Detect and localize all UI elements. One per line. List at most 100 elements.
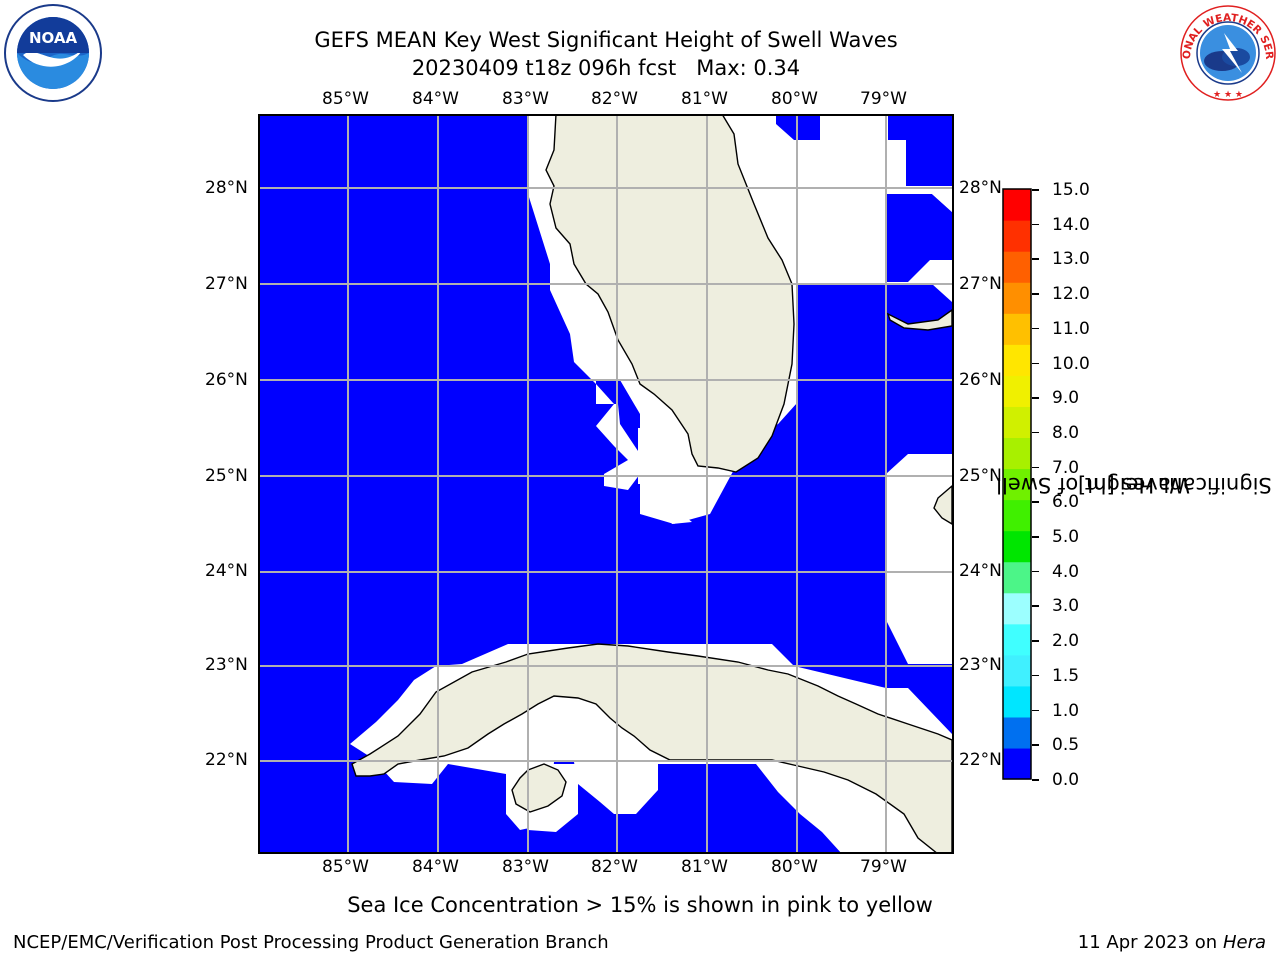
colorbar-tick-label: 12.0	[1052, 284, 1090, 305]
lat-label-left: 25°N	[205, 466, 248, 486]
lon-label-bottom: 79°W	[860, 857, 907, 877]
lat-label-right: 27°N	[959, 274, 1002, 294]
colorbar-tick-label: 15.0	[1052, 180, 1090, 200]
colorbar-band	[1003, 282, 1031, 314]
colorbar-band	[1003, 468, 1031, 501]
colorbar-band	[1003, 251, 1031, 283]
colorbar-border	[1002, 188, 1032, 780]
colorbar-tick-label: 1.5	[1052, 665, 1080, 686]
lon-label-top: 79°W	[860, 89, 907, 109]
colorbar-tick-label: 3.0	[1052, 596, 1080, 617]
lon-label-bottom: 83°W	[502, 857, 549, 877]
colorbar-tick-mark	[1032, 258, 1039, 260]
colorbar-band	[1003, 530, 1031, 563]
colorbar-svg	[1002, 188, 1032, 780]
footer-date: 11 Apr 2023 on	[1077, 932, 1223, 953]
colorbar-tick-mark	[1032, 640, 1039, 642]
map-title: GEFS MEAN Key West Significant Height of…	[314, 28, 898, 52]
colorbar-tick-label: 2.0	[1052, 631, 1080, 652]
colorbar-tick-mark	[1032, 327, 1039, 330]
colorbar-tick-label: 8.0	[1052, 422, 1080, 443]
footer-machine: Hera	[1222, 932, 1266, 953]
lat-label-right: 24°N	[959, 561, 1002, 581]
lat-label-right: 22°N	[959, 750, 1002, 770]
map-svg	[258, 113, 954, 855]
colorbar-band	[1003, 375, 1031, 407]
colorbar-tick-label: 6.0	[1052, 492, 1080, 513]
graticule	[258, 114, 954, 854]
colorbar-band	[1003, 313, 1031, 345]
colorbar-tick-mark	[1032, 570, 1039, 573]
lat-label-left: 22°N	[205, 750, 248, 770]
lon-label-bottom: 85°W	[322, 857, 369, 877]
map-border	[258, 114, 954, 854]
lat-label-right: 26°N	[959, 370, 1002, 390]
colorbar-tick-label: 11.0	[1052, 318, 1090, 339]
lat-label-left: 24°N	[205, 561, 248, 581]
colorbar-tick-label: 14.0	[1052, 214, 1090, 235]
colorbar-band	[1003, 592, 1031, 625]
colorbar-tick-label: 1.0	[1052, 700, 1080, 721]
colorbar-tick-mark	[1032, 223, 1039, 226]
colorbar-tick-mark	[1032, 744, 1039, 746]
lat-label-left: 26°N	[205, 370, 248, 390]
colorbar-label-line2: Waves [m]	[1077, 473, 1191, 497]
lon-label-bottom: 82°W	[591, 857, 638, 877]
colorbar-tick-label: 4.0	[1052, 561, 1080, 582]
lon-label-top: 83°W	[502, 89, 549, 109]
colorbar-tick-mark	[1032, 293, 1039, 295]
colorbar-tick-mark	[1032, 431, 1039, 434]
colorbar-band	[1003, 747, 1031, 780]
colorbar-tick-mark	[1032, 189, 1039, 191]
colorbar-tick-label: 7.0	[1052, 457, 1080, 478]
lat-label-left: 27°N	[205, 274, 248, 294]
colorbar-band	[1003, 654, 1031, 687]
noaa-logo: NOAA	[3, 3, 103, 103]
sea-ice-note: Sea Ice Concentration > 15% is shown in …	[347, 893, 933, 917]
colorbar-band	[1003, 406, 1031, 439]
colorbar-band	[1003, 437, 1031, 470]
land-areas	[351, 113, 953, 855]
colorbar-tick-label: 10.0	[1052, 353, 1090, 374]
svg-text:NOAA: NOAA	[29, 29, 78, 47]
colorbar-band	[1003, 623, 1031, 656]
colorbar-band	[1003, 189, 1031, 221]
colorbar-tick-mark	[1032, 674, 1039, 677]
footer-right: 11 Apr 2023 on Hera	[1078, 932, 1266, 954]
colorbar-band	[1003, 685, 1031, 718]
colorbar-band	[1003, 220, 1031, 252]
lon-label-bottom: 81°W	[681, 857, 728, 877]
colorbar-tick-mark	[1032, 709, 1039, 712]
colorbar-tick-mark	[1032, 501, 1039, 503]
nws-logo: NATIONAL WEATHER SERVICE ★ ★ ★	[1174, 0, 1278, 103]
lat-label-right: 25°N	[959, 466, 1002, 486]
footer-left: NCEP/EMC/Verification Post Processing Pr…	[13, 932, 609, 953]
colorbar-band	[1003, 561, 1031, 594]
map-subtitle: 20230409 t18z 096h fcst Max: 0.34	[411, 56, 801, 80]
colorbar-band	[1003, 344, 1031, 376]
lon-label-bottom: 84°W	[412, 857, 459, 877]
colorbar-band	[1003, 716, 1031, 749]
colorbar-tick-label: 13.0	[1052, 249, 1090, 270]
colorbar-band	[1003, 499, 1031, 532]
lat-label-right: 28°N	[959, 178, 1002, 198]
lon-label-top: 82°W	[591, 89, 638, 109]
svg-text:★ ★ ★: ★ ★ ★	[1213, 90, 1243, 100]
colorbar-tick-label: 0.0	[1052, 770, 1080, 790]
lon-label-top: 84°W	[412, 89, 459, 109]
lon-label-top: 81°W	[681, 89, 728, 109]
colorbar-tick-mark	[1032, 397, 1039, 399]
lon-label-bottom: 80°W	[771, 857, 818, 877]
colorbar-tick-mark	[1032, 605, 1039, 607]
lat-label-left: 28°N	[205, 178, 248, 198]
colorbar-label: Significant Height of Swell Waves [m]	[996, 205, 1272, 765]
map-panel	[258, 113, 954, 855]
colorbar-tick-label: 9.0	[1052, 388, 1080, 409]
colorbar-tick-label: 0.5	[1052, 735, 1080, 756]
lon-label-top: 85°W	[322, 89, 369, 109]
lat-label-right: 23°N	[959, 655, 1002, 675]
colorbar-tick-mark	[1032, 466, 1039, 469]
lat-label-left: 23°N	[205, 655, 248, 675]
lon-label-top: 80°W	[771, 89, 818, 109]
colorbar-tick-mark	[1032, 536, 1039, 538]
